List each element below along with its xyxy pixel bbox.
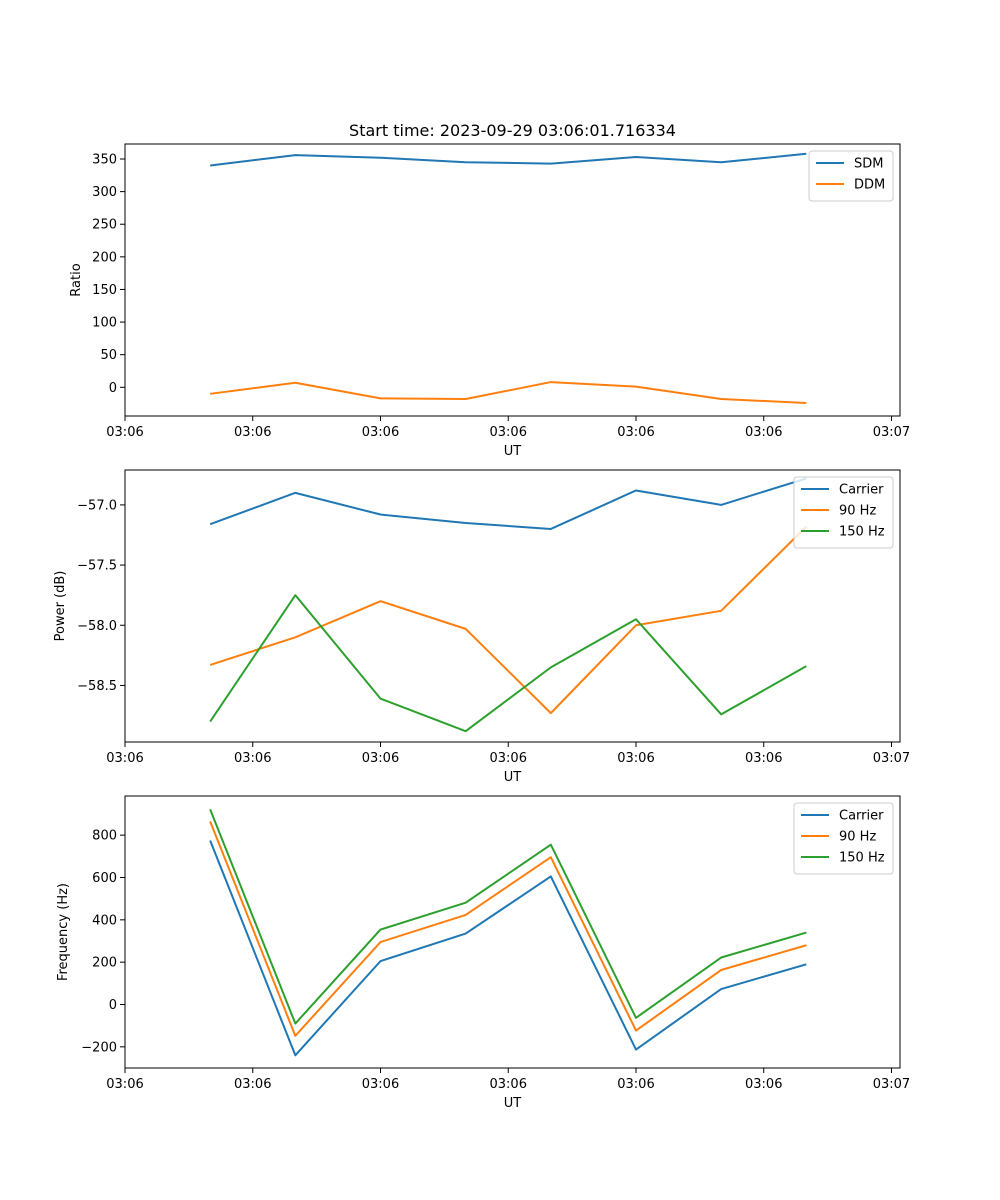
y-tick-label: 50 [100, 348, 117, 363]
y-tick-label: 0 [109, 998, 117, 1013]
x-axis-label: UT [504, 1096, 522, 1111]
y-tick-label: −57.0 [77, 498, 117, 513]
x-tick-label: 03:06 [617, 425, 654, 440]
legend: Carrier 90 Hz 150 Hz [793, 476, 894, 549]
x-tick-label: 03:06 [106, 1077, 143, 1092]
series-line-90-hz [209, 821, 807, 1037]
x-tick-label: 03:06 [234, 1077, 271, 1092]
y-tick-label: 0 [109, 381, 117, 396]
y-tick-label: −58.0 [77, 619, 117, 634]
y-tick-label: 200 [92, 956, 117, 971]
x-tick-label: 03:06 [745, 751, 782, 766]
y-tick-label: 800 [92, 829, 117, 844]
axes-frame [124, 795, 901, 1069]
y-tick-label: 400 [92, 913, 117, 928]
legend: Carrier 90 Hz 150 Hz [793, 802, 894, 875]
legend-label: DDM [854, 178, 885, 193]
plots-container: 03:06 03:06 03:06 03:06 03:06 03:06 03:07 350 30… [53, 143, 910, 1111]
series-line-ddm [210, 381, 807, 404]
x-tick-label: 03:06 [617, 751, 654, 766]
y-axis-label: Frequency (Hz) [56, 883, 71, 981]
x-axis-label: UT [504, 444, 522, 459]
y-tick-label: −57.5 [77, 559, 117, 574]
legend-label: 90 Hz [839, 504, 876, 519]
legend-label: 150 Hz [839, 525, 885, 540]
x-axis-label: UT [504, 770, 522, 785]
x-tick-label: 03:06 [362, 425, 399, 440]
y-tick-label: 250 [92, 218, 117, 233]
y-tick-label: 350 [92, 153, 117, 168]
x-tick-label: 03:06 [234, 751, 271, 766]
y-tick-label: 150 [92, 283, 117, 298]
x-tick-label: 03:06 [362, 1077, 399, 1092]
legend: SDM DDM [808, 150, 894, 202]
x-tick-label: 03:06 [490, 751, 527, 766]
x-tick-label: 03:06 [490, 425, 527, 440]
x-tick-label: 03:06 [106, 425, 143, 440]
legend-label: Carrier [839, 809, 884, 824]
series-line-carrier [209, 477, 807, 530]
ratio-chart: 03:06 03:06 03:06 03:06 03:06 03:06 03:07 350 30… [69, 143, 910, 459]
series-line-150-hz [209, 594, 807, 733]
y-tick-label: −200 [81, 1040, 117, 1055]
series-line-sdm [210, 152, 807, 167]
legend-label: 150 Hz [839, 851, 885, 866]
figure-title: Start time: 2023-09-29 03:06:01.716334 [349, 121, 676, 140]
series-line-90-hz [209, 525, 808, 715]
x-tick-label: 03:06 [745, 1077, 782, 1092]
axes-frame [124, 469, 901, 743]
x-tick-label: 03:06 [362, 751, 399, 766]
frequency-chart: 03:06 03:06 03:06 03:06 03:06 03:06 03:07 800 60… [56, 795, 910, 1111]
y-tick-label: 100 [92, 316, 117, 331]
x-tick-label: 03:06 [617, 1077, 654, 1092]
y-axis-label: Ratio [69, 263, 84, 296]
y-tick-label: 200 [92, 250, 117, 265]
x-tick-label: 03:06 [490, 1077, 527, 1092]
y-axis-label: Power (dB) [53, 571, 68, 642]
series-line-carrier [209, 840, 807, 1057]
x-tick-label: 03:06 [106, 751, 143, 766]
x-tick-label: 03:07 [873, 1077, 910, 1092]
legend-label: SDM [854, 157, 883, 172]
x-tick-label: 03:07 [873, 751, 910, 766]
x-tick-label: 03:07 [873, 425, 910, 440]
power-chart: 03:06 03:06 03:06 03:06 03:06 03:06 03:07 −57.0… [53, 469, 910, 785]
series-line-150-hz [209, 808, 807, 1025]
y-tick-label: 600 [92, 871, 117, 886]
x-tick-label: 03:06 [234, 425, 271, 440]
axes-frame [124, 143, 901, 417]
legend-label: Carrier [839, 483, 884, 498]
y-tick-label: 300 [92, 185, 117, 200]
legend-label: 90 Hz [839, 830, 876, 845]
x-tick-label: 03:06 [745, 425, 782, 440]
y-tick-label: −58.5 [77, 679, 117, 694]
